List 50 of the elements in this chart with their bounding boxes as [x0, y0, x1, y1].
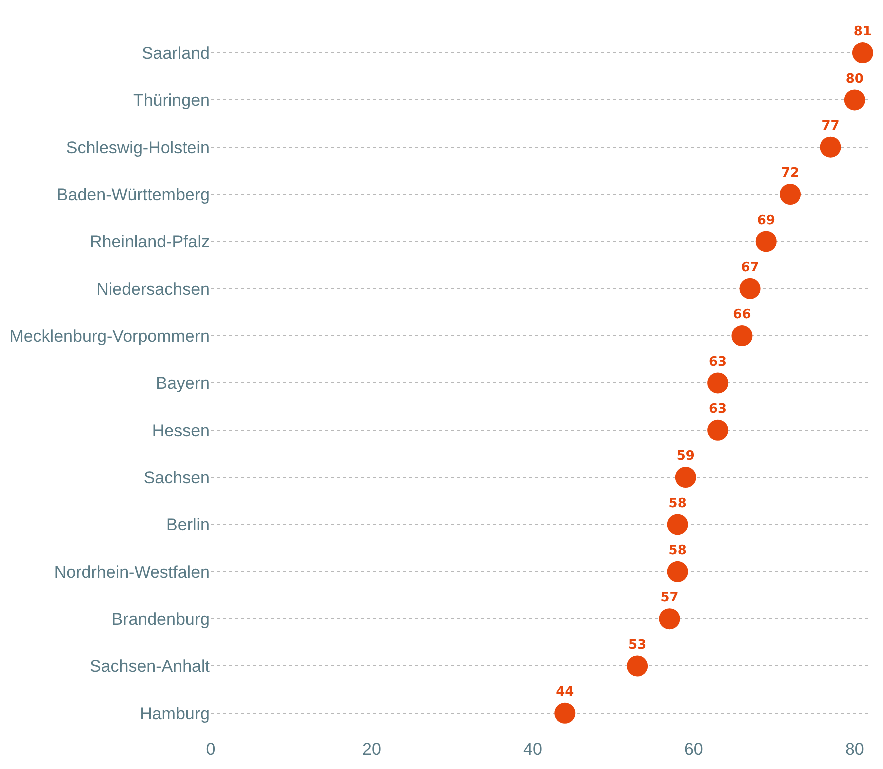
point	[554, 702, 576, 724]
point	[708, 420, 729, 441]
point	[844, 90, 866, 111]
data-label: 66	[733, 308, 752, 323]
y-tick-label: Nordrhein-Westfalen	[54, 562, 210, 582]
data-label: 72	[781, 166, 800, 182]
x-tick-label: 40	[523, 740, 542, 759]
x-tick-label: 80	[845, 740, 864, 759]
data-label: 77	[822, 118, 840, 134]
point	[667, 514, 688, 536]
y-tick-label: Schleswig-Holstein	[66, 138, 210, 158]
data-label: 63	[709, 402, 728, 418]
x-tick-label: 20	[362, 740, 382, 759]
point	[740, 278, 761, 300]
y-tick-label: Saarland	[142, 44, 210, 63]
y-tick-label: Baden-Württemberg	[56, 185, 210, 204]
data-label: 58	[668, 496, 687, 512]
point	[820, 136, 842, 158]
y-tick-label: Hessen	[152, 421, 210, 440]
x-tick-label: 0	[206, 740, 216, 759]
point	[708, 372, 729, 394]
y-tick-label: Sachsen	[144, 468, 210, 488]
y-tick-label: Berlin	[166, 516, 210, 535]
point	[780, 184, 802, 206]
data-label: 44	[556, 685, 574, 700]
y-tick-label: Rheinland-Pfalz	[90, 232, 210, 252]
data-label: 57	[660, 590, 679, 606]
point	[756, 231, 777, 252]
data-label: 80	[846, 72, 864, 87]
y-tick-label: Thüringen	[133, 91, 210, 110]
data-label: 53	[628, 638, 647, 653]
x-tick-label: 60	[684, 740, 704, 759]
y-tick-label: Niedersachsen	[96, 280, 210, 299]
data-label: 58	[668, 544, 687, 559]
point	[659, 608, 680, 630]
y-tick-label: Sachsen-Anhalt	[90, 657, 210, 676]
point	[852, 42, 874, 64]
data-label: 59	[676, 449, 695, 464]
data-label: 81	[854, 24, 872, 40]
data-label: 67	[741, 260, 760, 276]
point	[627, 656, 648, 677]
y-tick-label: Bayern	[156, 374, 210, 394]
data-label: 69	[757, 213, 776, 228]
y-tick-label: Hamburg	[140, 704, 210, 724]
point	[675, 467, 696, 488]
y-tick-label: Mecklenburg-Vorpommern	[10, 327, 210, 346]
point	[732, 326, 753, 347]
y-tick-label: Brandenburg	[112, 610, 210, 630]
point	[667, 561, 688, 582]
data-label: 63	[709, 354, 728, 370]
